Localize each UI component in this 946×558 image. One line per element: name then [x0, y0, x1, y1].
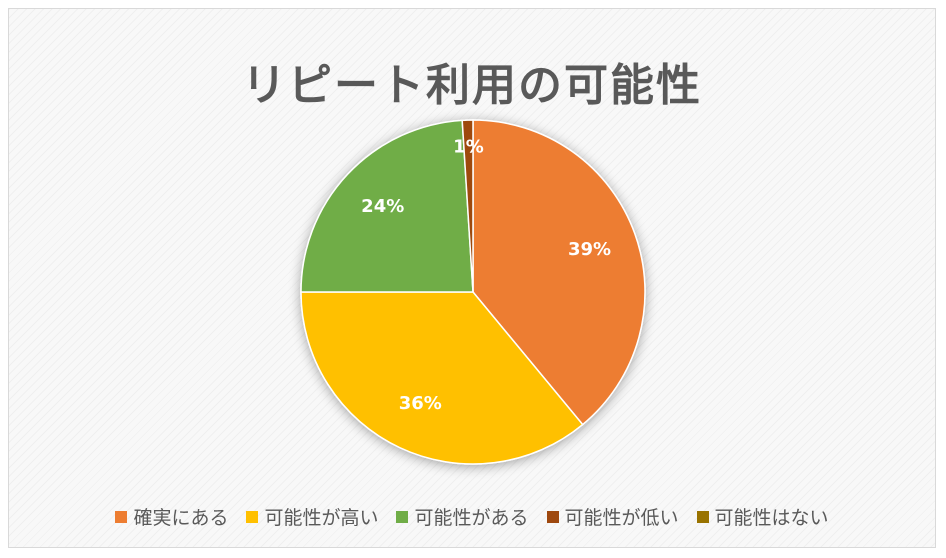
- legend-label-2: 可能性が高い: [264, 507, 379, 529]
- legend-label-3: 可能性がある: [414, 507, 529, 529]
- data-label-3: 24%: [361, 196, 404, 217]
- data-label-2: 36%: [399, 393, 442, 414]
- legend: 確実にある 可能性が高い 可能性がある 可能性が低い 可能性はない: [9, 503, 935, 530]
- pie-slice-1: [472, 119, 646, 426]
- legend-item-1: 確実にある: [115, 503, 228, 530]
- legend-swatch-5: [696, 510, 709, 523]
- chart-title: リピート利用の可能性: [242, 60, 702, 111]
- legend-item-4: 可能性が低い: [546, 503, 679, 530]
- legend-item-5: 可能性はない: [696, 503, 829, 530]
- legend-swatch-4: [546, 510, 559, 523]
- pie-slice-4: [461, 119, 474, 293]
- pie-slice-2: [300, 291, 584, 465]
- legend-label-5: 可能性はない: [714, 507, 829, 529]
- data-label-1: 39%: [568, 239, 611, 260]
- pie-chart: 39% 36% 24% 1%: [300, 119, 646, 465]
- pie-slice-3: [300, 119, 474, 293]
- legend-swatch-3: [396, 510, 409, 523]
- legend-label-1: 確実にある: [133, 507, 229, 529]
- legend-swatch-2: [246, 510, 259, 523]
- legend-label-4: 可能性が低い: [564, 507, 679, 529]
- legend-item-3: 可能性がある: [396, 503, 529, 530]
- data-label-4: 1%: [453, 137, 484, 158]
- legend-swatch-1: [115, 510, 128, 523]
- chart-area: リピート利用の可能性 確実にある 可能性が高い 可能性がある 可能性が低い 可能…: [8, 8, 936, 548]
- legend-item-2: 可能性が高い: [246, 503, 378, 530]
